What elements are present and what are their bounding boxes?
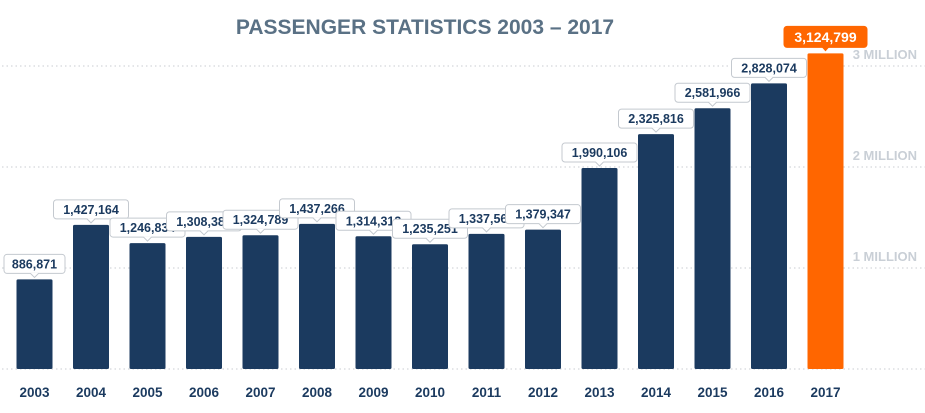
data-label-pointer bbox=[765, 76, 773, 82]
bar-2008 bbox=[299, 223, 335, 369]
data-label-pointer bbox=[539, 223, 547, 228]
data-label-pointer bbox=[30, 272, 39, 278]
data-label-pointer-outline bbox=[30, 273, 39, 279]
data-label-pointer-outline bbox=[425, 237, 435, 243]
data-label-text: 1,990,106 bbox=[572, 146, 628, 160]
data-label-text: 3,124,799 bbox=[794, 29, 856, 45]
data-label-pointer bbox=[143, 236, 152, 242]
x-tick-label: 2011 bbox=[472, 385, 502, 400]
x-tick-label: 2003 bbox=[19, 385, 50, 400]
data-label-pointer-outline bbox=[199, 230, 209, 236]
data-label-pointer-outline bbox=[595, 161, 604, 167]
bar-2012 bbox=[525, 229, 561, 369]
bar-2014 bbox=[638, 134, 674, 369]
data-label-pointer-outline bbox=[312, 217, 322, 223]
data-label-text: 1,308,386 bbox=[176, 215, 232, 229]
data-label-2014: 2,325,816 bbox=[618, 108, 694, 133]
x-tick-label: 2008 bbox=[302, 385, 333, 400]
x-tick-label: 2005 bbox=[132, 385, 163, 400]
x-tick-label: 2007 bbox=[245, 385, 275, 400]
data-label-pointer bbox=[708, 101, 717, 107]
data-label-pointer bbox=[652, 127, 660, 133]
data-label-pointer-outline bbox=[143, 236, 152, 242]
bar-2017 bbox=[807, 53, 844, 370]
data-label-pointer-outline bbox=[369, 229, 378, 235]
x-tick-label: 2013 bbox=[584, 385, 615, 400]
data-label-pointer bbox=[595, 161, 604, 166]
bar-2006 bbox=[186, 236, 222, 369]
x-tick-label: 2010 bbox=[415, 385, 445, 400]
data-label-pointer bbox=[313, 217, 321, 222]
bar-2003 bbox=[16, 279, 53, 369]
bar-2005 bbox=[129, 243, 166, 369]
data-label-pointer bbox=[256, 228, 265, 234]
data-label-text: 886,871 bbox=[12, 257, 57, 271]
bar-2007 bbox=[242, 235, 279, 369]
bar-2010 bbox=[412, 244, 448, 369]
data-label-pointer bbox=[87, 218, 95, 223]
data-label-2004: 1,427,164 bbox=[53, 199, 129, 224]
x-tick-label: 2016 bbox=[754, 385, 785, 400]
x-tick-label: 2014 bbox=[641, 385, 672, 400]
data-label-2017: 3,124,799 bbox=[783, 25, 868, 52]
bar-2004 bbox=[73, 224, 109, 369]
data-label-text: 1,427,164 bbox=[63, 203, 119, 217]
x-axis: 2003 2004 2005 2006 2007 2008 2009 2010 2011 2012… bbox=[19, 385, 840, 400]
data-label-2003: 886,871 bbox=[3, 253, 66, 279]
data-label-pointer-outline bbox=[764, 77, 774, 83]
data-label-pointer bbox=[426, 237, 434, 243]
data-label-pointer-outline bbox=[482, 227, 491, 233]
data-label-pointer bbox=[482, 227, 491, 232]
data-label-2016: 2,828,074 bbox=[731, 57, 807, 83]
x-tick-label: 2009 bbox=[358, 385, 388, 400]
bar-2009 bbox=[355, 236, 392, 369]
data-label-pointer bbox=[200, 230, 208, 235]
bar-2013 bbox=[581, 167, 618, 369]
x-tick-label: 2015 bbox=[697, 385, 728, 400]
y-tick-label: 2 MILLION bbox=[853, 148, 917, 163]
data-label-2015: 2,581,966 bbox=[674, 82, 751, 107]
data-label-text: 1,337,562 bbox=[459, 212, 515, 226]
data-label-pointer-outline bbox=[256, 228, 265, 234]
y-tick-label: 1 MILLION bbox=[853, 249, 917, 264]
data-label-text: 1,235,251 bbox=[402, 222, 458, 236]
data-label-text: 1,246,834 bbox=[120, 221, 176, 235]
data-label-pointer-outline bbox=[708, 101, 717, 107]
x-tick-label: 2017 bbox=[810, 385, 840, 400]
data-label-pointer-outline bbox=[86, 218, 96, 224]
data-label-pointer bbox=[369, 229, 378, 235]
data-label-text: 2,828,074 bbox=[741, 61, 797, 75]
bar-2016 bbox=[751, 83, 787, 369]
bars bbox=[16, 53, 844, 370]
data-label-pointer-outline bbox=[651, 127, 661, 133]
chart-title: PASSENGER STATISTICS 2003 – 2017 bbox=[236, 16, 614, 39]
bar-2015 bbox=[694, 108, 731, 369]
data-label-text: 1,379,347 bbox=[515, 208, 571, 222]
data-label-text: 1,314,313 bbox=[346, 214, 402, 228]
data-label-2012: 1,379,347 bbox=[505, 204, 581, 229]
data-label-text: 1,437,266 bbox=[289, 202, 345, 216]
bar-2011 bbox=[468, 233, 505, 369]
data-label-pointer-outline bbox=[538, 223, 548, 229]
x-tick-label: 2004 bbox=[76, 385, 107, 400]
data-label-pointer bbox=[821, 46, 830, 52]
data-label-2013: 1,990,106 bbox=[561, 142, 638, 167]
data-label-text: 2,581,966 bbox=[685, 86, 741, 100]
y-tick-label: 3 MILLION bbox=[853, 47, 917, 62]
data-label-text: 1,324,789 bbox=[233, 213, 289, 227]
x-tick-label: 2012 bbox=[528, 385, 558, 400]
data-label-text: 2,325,816 bbox=[628, 112, 684, 126]
x-tick-label: 2006 bbox=[189, 385, 220, 400]
